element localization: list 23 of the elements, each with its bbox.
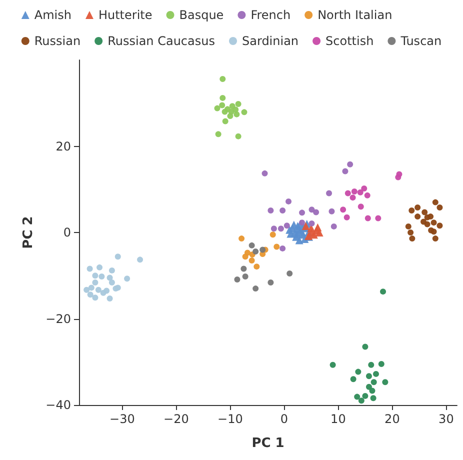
x-axis-title: PC 1 [252, 436, 284, 451]
legend-label: Russian Caucasus [108, 34, 216, 48]
y-tick-label: −20 [46, 312, 71, 326]
legend-label: Amish [34, 8, 72, 22]
legend-label: Russian [34, 34, 81, 48]
legend-label: North Italian [318, 8, 392, 22]
legend-label: Sardinian [242, 34, 299, 48]
legend-label: French [250, 8, 291, 22]
y-tick-label: 0 [63, 226, 71, 240]
legend-label: Scottish [326, 34, 374, 48]
y-tick-label: −40 [46, 398, 71, 412]
x-tick-label: −20 [164, 412, 189, 426]
y-axis-title: PC 2 [20, 216, 36, 249]
x-tick-label: 30 [438, 412, 454, 426]
legend-label: Basque [179, 8, 224, 22]
y-tick-label: 20 [56, 139, 71, 154]
x-tick-label: −30 [110, 412, 135, 426]
legend-label: Hutterite [98, 8, 152, 22]
x-tick-label: 10 [330, 412, 346, 426]
x-tick-label: −10 [218, 412, 243, 426]
x-tick-label: 20 [384, 412, 400, 426]
legend-label: Tuscan [400, 34, 442, 48]
x-tick-label: 0 [280, 412, 288, 426]
